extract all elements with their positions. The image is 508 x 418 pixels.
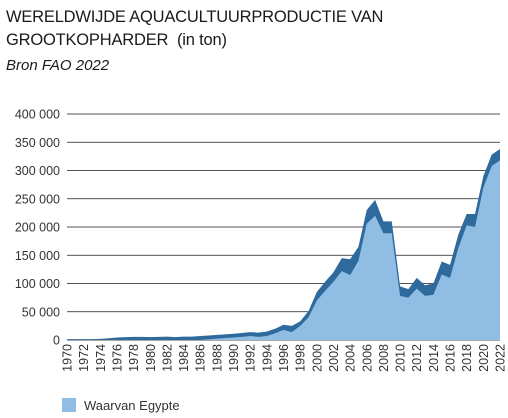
x-tick-label: 2020 — [477, 344, 491, 372]
x-tick-label: 2014 — [427, 344, 441, 372]
y-tick-label: 350 000 — [15, 136, 60, 150]
y-tick-label: 250 000 — [15, 192, 60, 206]
x-tick-label: 1978 — [127, 344, 141, 372]
y-tick-label: 100 000 — [15, 277, 60, 291]
x-tick-label: 1996 — [277, 344, 291, 372]
x-tick-label: 1980 — [144, 344, 158, 372]
x-tick-label: 1994 — [260, 344, 274, 372]
y-tick-label: 0 — [53, 334, 60, 348]
x-tick-label: 1984 — [177, 344, 191, 372]
x-tick-label: 2008 — [377, 344, 391, 372]
x-tick-label: 1990 — [227, 344, 241, 372]
x-tick-label: 2002 — [327, 344, 341, 372]
x-tick-label: 2006 — [360, 344, 374, 372]
square-swatch-icon — [62, 398, 76, 412]
x-tick-label: 2012 — [410, 344, 424, 372]
x-tick-label: 2000 — [310, 344, 324, 372]
x-tick-label: 2010 — [394, 344, 408, 372]
chart-title-unit: (in ton) — [177, 31, 227, 49]
y-tick-label: 150 000 — [15, 249, 60, 263]
x-tick-label: 1974 — [94, 344, 108, 372]
y-tick-label: 200 000 — [15, 221, 60, 235]
x-tick-label: 2018 — [460, 344, 474, 372]
x-tick-label: 1972 — [77, 344, 91, 372]
y-tick-label: 400 000 — [15, 108, 60, 122]
x-tick-label: 1998 — [294, 344, 308, 372]
chart-title: WERELDWIJDE AQUACULTUURPRODUCTIE VAN GRO… — [6, 6, 496, 52]
x-tick-label: 1976 — [110, 344, 124, 372]
chart-legend: Waarvan Egypte — [62, 396, 180, 414]
x-tick-label: 1986 — [194, 344, 208, 372]
y-tick-label: 50 000 — [22, 305, 60, 319]
series-egypt-area — [67, 160, 500, 340]
x-tick-label: 2004 — [344, 344, 358, 372]
legend-label: Waarvan Egypte — [84, 397, 180, 413]
x-tick-label: 1988 — [210, 344, 224, 372]
x-tick-label: 1970 — [61, 344, 75, 372]
x-tick-label: 2022 — [494, 344, 508, 372]
chart-source: Bron FAO 2022 — [6, 57, 110, 74]
x-tick-label: 2016 — [444, 344, 458, 372]
y-tick-label: 300 000 — [15, 164, 60, 178]
x-tick-label: 1982 — [160, 344, 174, 372]
chart-title-main: WERELDWIJDE AQUACULTUURPRODUCTIE VAN GRO… — [6, 8, 384, 49]
x-tick-label: 1992 — [244, 344, 258, 372]
